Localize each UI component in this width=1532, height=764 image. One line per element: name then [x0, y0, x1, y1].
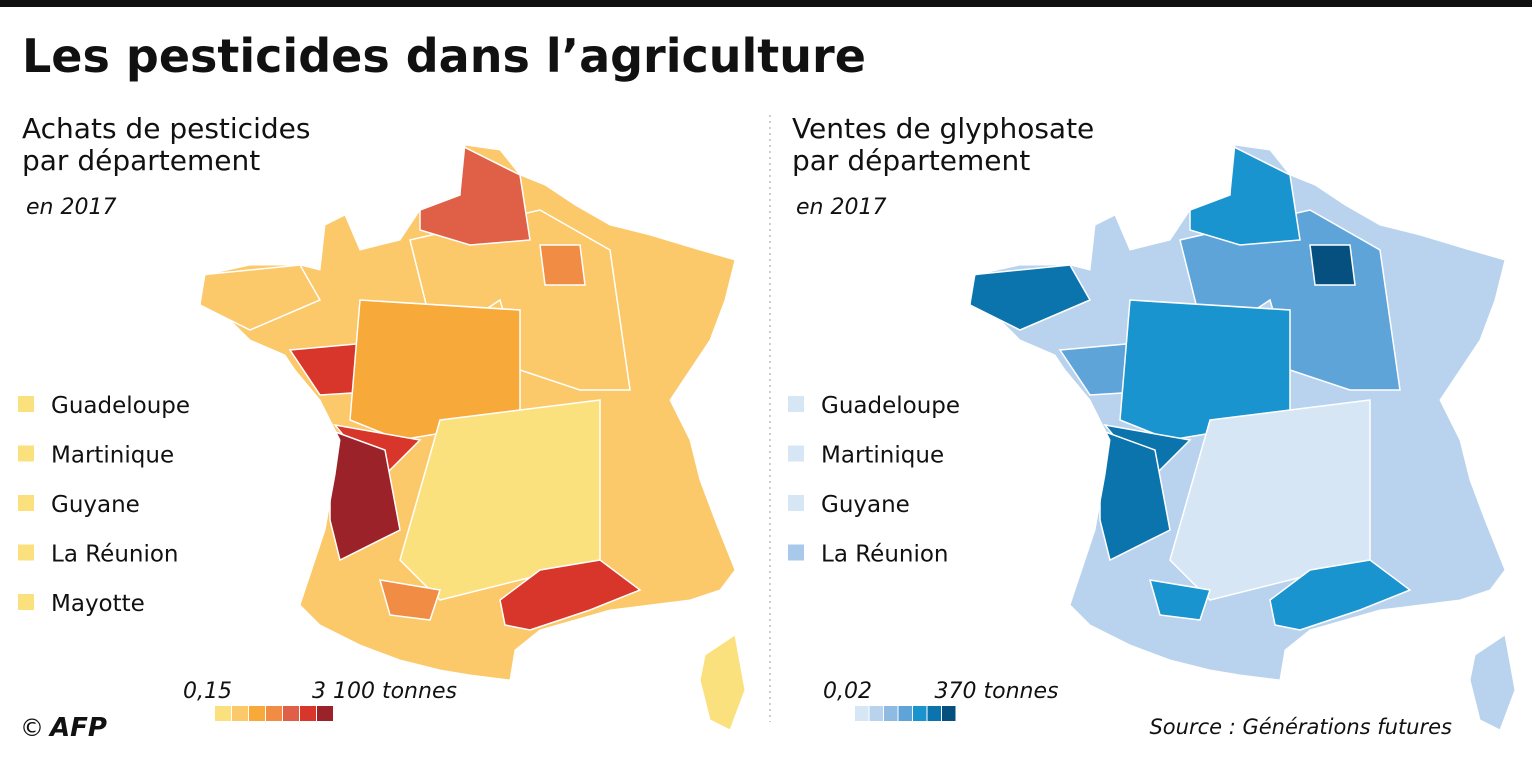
source: Source : Générations futures	[1149, 715, 1452, 739]
year: en 2017	[26, 195, 116, 220]
scale-swatch	[898, 706, 912, 721]
corsica	[1469, 634, 1516, 731]
overseas-name: Martinique	[821, 443, 944, 469]
overseas-swatch	[788, 495, 804, 511]
map-outline	[969, 144, 1506, 681]
overseas-swatch	[18, 495, 34, 511]
department-group	[499, 559, 642, 631]
map	[200, 145, 735, 680]
overseas-swatch	[18, 445, 34, 462]
department-group	[1309, 244, 1356, 286]
top-bar	[0, 0, 1532, 7]
scale-swatch	[913, 706, 927, 721]
department-group	[1189, 145, 1301, 246]
map-outline	[199, 144, 736, 681]
scale-swatch	[927, 706, 941, 721]
overseas-swatch	[788, 544, 804, 561]
scale-swatch	[249, 706, 265, 721]
scale-max: 3 100 tonnes	[312, 679, 457, 704]
year: en 2017	[796, 195, 886, 220]
overseas-swatch	[788, 396, 804, 412]
subtitle: par département	[22, 144, 260, 177]
scale-swatch	[266, 706, 282, 721]
department-group	[539, 244, 586, 286]
scale-min: 0,15	[183, 679, 232, 704]
department-group	[419, 145, 531, 246]
overseas-name: Guadeloupe	[821, 393, 960, 419]
map	[970, 145, 1505, 680]
subtitle: par département	[792, 144, 1030, 177]
overseas-swatch	[18, 396, 34, 412]
overseas-name: Martinique	[51, 443, 174, 469]
overseas-name: Guyane	[821, 492, 910, 518]
overseas-name: La Réunion	[821, 542, 949, 568]
title: Les pesticides dans l’agriculture	[22, 29, 866, 83]
department-group	[200, 264, 322, 331]
department-group	[1148, 579, 1211, 621]
overseas-swatch	[18, 594, 34, 610]
scale-swatch	[215, 706, 231, 721]
scale-swatch	[884, 706, 898, 721]
department-group	[1169, 399, 1371, 601]
corsica	[699, 634, 746, 731]
copyright: ©	[20, 714, 44, 742]
scale-min: 0,02	[823, 679, 872, 704]
overseas-name: Mayotte	[51, 591, 145, 617]
scale-swatch	[855, 706, 869, 721]
department-group	[970, 264, 1092, 331]
scale-swatch	[942, 706, 956, 721]
department-group	[399, 399, 601, 601]
overseas-name: La Réunion	[51, 542, 179, 568]
overseas-name: Guadeloupe	[51, 393, 190, 419]
department-group	[1269, 559, 1412, 631]
scale-swatch	[317, 706, 333, 721]
subtitle: Achats de pesticides	[22, 112, 310, 145]
logo: AFP	[48, 713, 107, 743]
scale-swatch	[283, 706, 299, 721]
department-group	[378, 579, 441, 621]
overseas-swatch	[788, 445, 804, 462]
subtitle: Ventes de glyphosate	[792, 112, 1094, 145]
overseas-name: Guyane	[51, 492, 140, 518]
scale-swatch	[300, 706, 316, 721]
scale-max: 370 tonnes	[935, 679, 1059, 704]
scale-swatch	[232, 706, 248, 721]
overseas-swatch	[18, 544, 34, 561]
scale-swatch	[869, 706, 883, 721]
